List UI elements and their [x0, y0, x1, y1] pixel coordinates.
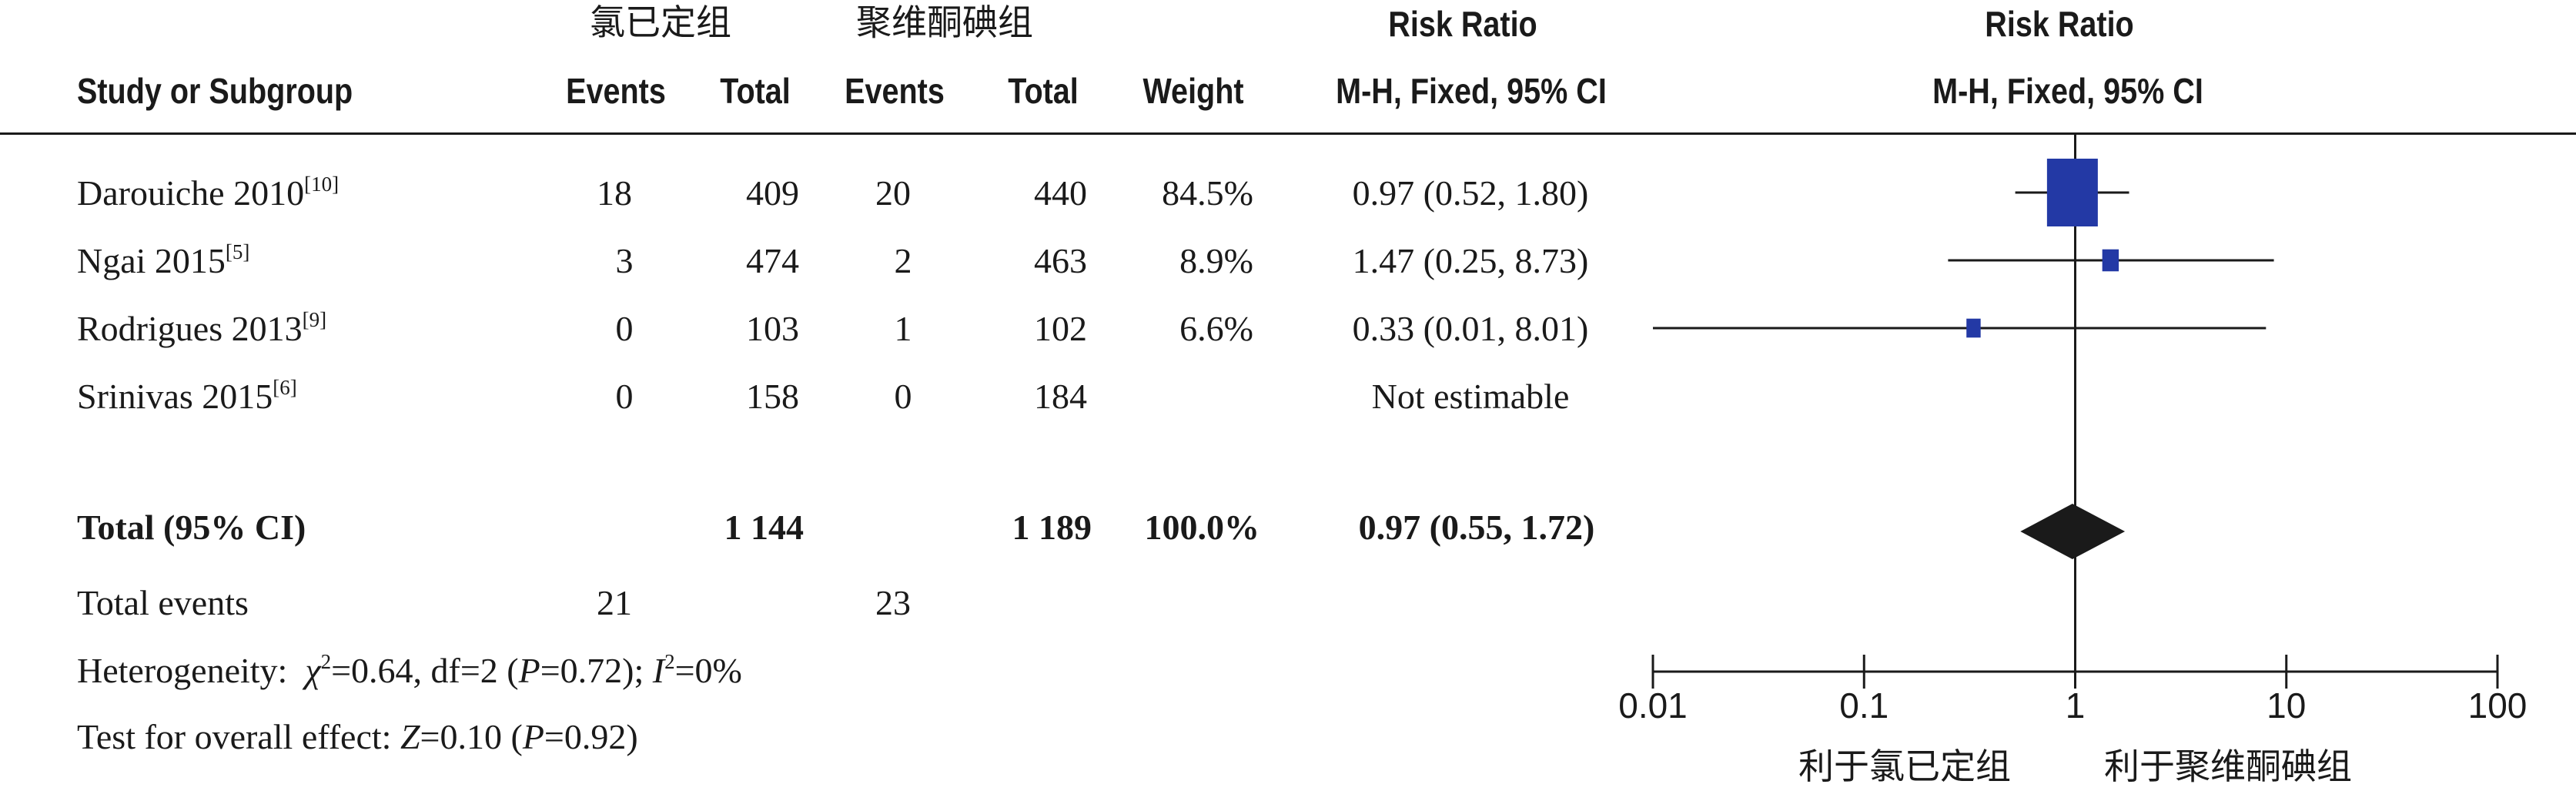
total-label: Total (95% CI) [77, 508, 306, 547]
study-events2: 0 [894, 377, 912, 416]
study-events1: 18 [597, 173, 632, 213]
total-ci: 0.97 (0.55, 1.72) [1358, 508, 1595, 547]
study-ci: 0.33 (0.01, 8.01) [1352, 309, 1589, 348]
group2-header: 聚维酮碘组 [856, 2, 1033, 43]
study-events2: 2 [894, 241, 912, 280]
pooled-effect-diamond [2020, 504, 2126, 559]
risk-ratio-header: Risk Ratio [1388, 4, 1537, 44]
total-total1: 1 144 [724, 508, 805, 547]
heterogeneity-text: Heterogeneity: χ2=0.64, df=2 (P=0.72); I… [77, 650, 742, 690]
method-column-header: M-H, Fixed, 95% CI [1336, 71, 1607, 111]
overall-effect-text: Test for overall effect: Z=0.10 (P=0.92) [77, 717, 638, 756]
study-total1: 103 [746, 309, 799, 348]
x-tick-label: 10 [2267, 685, 2306, 726]
study-effect-marker [2046, 159, 2098, 226]
total1-column-header: Total [720, 71, 791, 111]
study-events2: 1 [894, 309, 912, 348]
study-weight: 84.5% [1162, 173, 1253, 213]
total-events2: 23 [875, 583, 911, 622]
total-total2: 1 189 [1012, 508, 1092, 547]
x-tick-label: 100 [2468, 685, 2527, 726]
total2-column-header: Total [1008, 71, 1079, 111]
weight-column-header: Weight [1142, 71, 1244, 111]
events1-column-header: Events [566, 71, 666, 111]
study-name: Ngai 2015[5] [77, 240, 250, 280]
study-total2: 463 [1034, 241, 1087, 280]
x-tick-label: 1 [2066, 685, 2086, 726]
study-total1: 474 [746, 241, 799, 280]
study-events2: 20 [875, 173, 911, 213]
study-name: Darouiche 2010[10] [77, 173, 340, 213]
study-name: Srinivas 2015[6] [77, 376, 297, 416]
total-events-label: Total events [77, 583, 249, 622]
study-effect-marker [2102, 249, 2119, 272]
study-total1: 158 [746, 377, 799, 416]
study-ci: 0.97 (0.52, 1.80) [1352, 173, 1589, 213]
study-ci: Not estimable [1371, 377, 1570, 416]
study-events1: 0 [615, 309, 634, 348]
study-total1: 409 [746, 173, 799, 213]
favours-left-label: 利于氯已定组 [1798, 746, 2011, 787]
study-events1: 0 [615, 377, 634, 416]
x-tick-label: 0.01 [1618, 685, 1688, 726]
study-ci: 1.47 (0.25, 8.73) [1352, 241, 1589, 280]
study-total2: 440 [1034, 173, 1087, 213]
x-tick-label: 0.1 [1839, 685, 1889, 726]
study-effect-marker [1966, 318, 1981, 338]
method-plot-header: M-H, Fixed, 95% CI [1932, 71, 2203, 111]
study-events1: 3 [615, 241, 634, 280]
header-rule [0, 132, 2576, 135]
study-total2: 102 [1034, 309, 1087, 348]
risk-ratio-plot-header: Risk Ratio [1985, 4, 2134, 44]
study-weight: 6.6% [1179, 309, 1253, 348]
study-column-header: Study or Subgroup [77, 71, 353, 111]
group1-header: 氯已定组 [590, 2, 731, 43]
total-weight: 100.0% [1144, 508, 1260, 547]
study-name: Rodrigues 2013[9] [77, 308, 327, 348]
events2-column-header: Events [845, 71, 945, 111]
study-weight: 8.9% [1179, 241, 1253, 280]
total-events1: 21 [597, 583, 632, 622]
study-total2: 184 [1034, 377, 1087, 416]
favours-right-label: 利于聚维酮碘组 [2104, 746, 2352, 787]
